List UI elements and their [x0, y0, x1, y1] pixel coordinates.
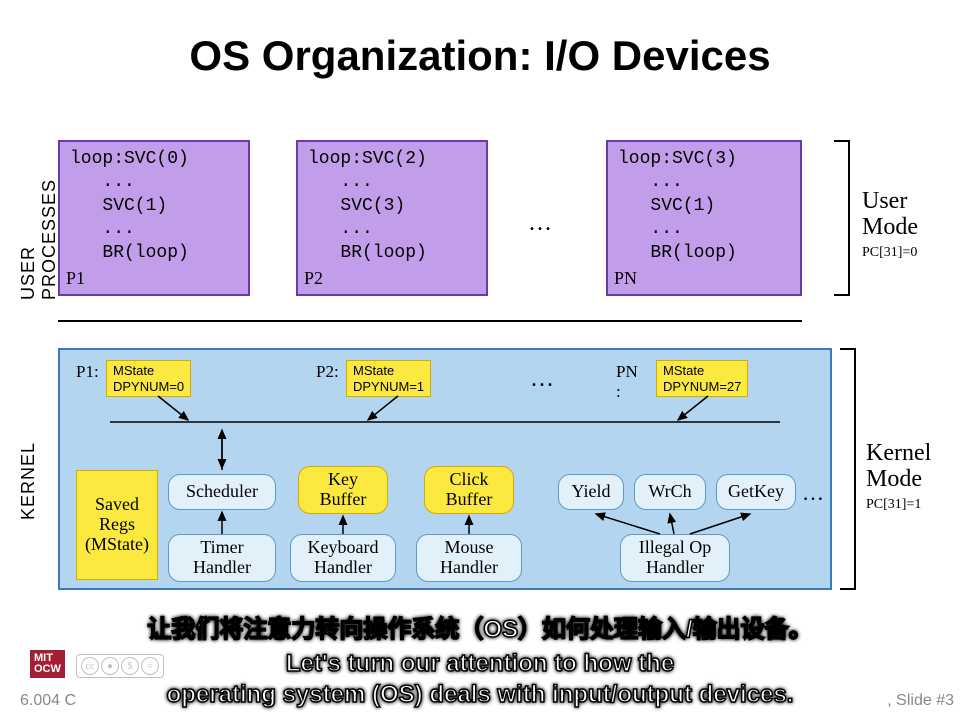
kernel-dots: … [530, 366, 558, 393]
process-box: loop:SVC(3) ... SVC(1) ... BR(loop)PN [606, 140, 802, 296]
process-name: P2 [304, 267, 323, 290]
bracket-kernel [840, 348, 856, 590]
kernel-node-keybh: Keyboard Handler [290, 534, 396, 582]
process-box: loop:SVC(2) ... SVC(3) ... BR(loop)P2 [296, 140, 488, 296]
process-code: loop:SVC(0) ... SVC(1) ... BR(loop) [70, 148, 238, 265]
cc-license-icon: cc●$= [76, 654, 164, 678]
kernel-node-yield: Yield [558, 474, 624, 510]
diagram: USER PROCESSES KERNEL User Mode PC[31]=0… [0, 100, 960, 640]
mode-user-sub: PC[31]=0 [862, 245, 918, 261]
kernel-node-keybuf: Key Buffer [298, 466, 388, 514]
mstate-box: MState DPYNUM=27 [656, 360, 748, 397]
kernel-node-clickbuf: Click Buffer [424, 466, 514, 514]
mode-user: User Mode PC[31]=0 [862, 188, 918, 261]
kernel-node-saved: Saved Regs (MState) [76, 470, 158, 580]
bracket-user [834, 140, 850, 296]
subtitle-en2: operating system (OS) deals with input/o… [0, 679, 960, 710]
proc-dots: … [528, 210, 556, 237]
footer-right: , Slide #3 [887, 692, 954, 710]
process-code: loop:SVC(2) ... SVC(3) ... BR(loop) [308, 148, 476, 265]
mstate-box: MState DPYNUM=0 [106, 360, 191, 397]
separator-line [58, 320, 802, 322]
slide-title: OS Organization: I/O Devices [0, 0, 960, 100]
kernel-node-timerh: Timer Handler [168, 534, 276, 582]
side-label-kernel: KERNEL [18, 400, 39, 520]
mode-kernel: Kernel Mode PC[31]=1 [866, 440, 931, 513]
mstate-label: PN : [616, 362, 638, 402]
mode-kernel-sub: PC[31]=1 [866, 497, 931, 513]
process-name: PN [614, 267, 637, 290]
kernel-node-mouseh: Mouse Handler [416, 534, 522, 582]
mstate-label: P2: [316, 362, 339, 382]
svc-dots: … [802, 480, 828, 506]
kernel-node-illoph: Illegal Op Handler [620, 534, 730, 582]
mstate-label: P1: [76, 362, 99, 382]
kernel-node-scheduler: Scheduler [168, 474, 276, 510]
mode-user-main: User Mode [862, 188, 918, 241]
kernel-node-wrch: WrCh [634, 474, 706, 510]
mstate-box: MState DPYNUM=1 [346, 360, 431, 397]
kernel-node-getkey: GetKey [716, 474, 796, 510]
side-label-user: USER PROCESSES [18, 150, 60, 300]
process-box: loop:SVC(0) ... SVC(1) ... BR(loop)P1 [58, 140, 250, 296]
mit-badge: MIT OCW [30, 650, 65, 678]
process-code: loop:SVC(3) ... SVC(1) ... BR(loop) [618, 148, 790, 265]
footer-left: 6.004 C [20, 692, 76, 710]
mode-kernel-main: Kernel Mode [866, 440, 931, 493]
process-name: P1 [66, 267, 85, 290]
